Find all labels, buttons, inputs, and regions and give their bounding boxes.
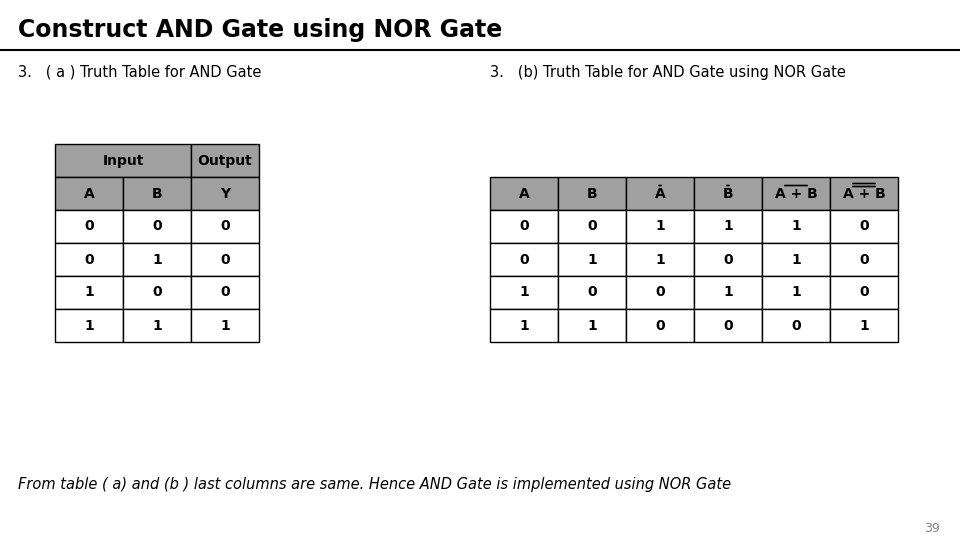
Bar	[830, 243, 898, 276]
Text: 0: 0	[84, 253, 94, 267]
Text: Y: Y	[220, 186, 230, 200]
Text: 1: 1	[655, 253, 665, 267]
Bar	[558, 210, 626, 243]
Text: 1: 1	[519, 286, 529, 300]
Text: 0: 0	[859, 253, 869, 267]
Bar	[55, 243, 123, 276]
Bar	[123, 210, 191, 243]
Bar	[626, 276, 694, 309]
Bar	[558, 177, 626, 210]
Text: 0: 0	[153, 286, 162, 300]
Text: 0: 0	[153, 219, 162, 233]
Bar	[191, 210, 259, 243]
Text: 1: 1	[791, 253, 801, 267]
Text: 1: 1	[723, 286, 732, 300]
Bar	[694, 177, 762, 210]
Bar	[490, 243, 558, 276]
Text: B: B	[587, 186, 597, 200]
Bar	[490, 210, 558, 243]
Bar	[830, 309, 898, 342]
Bar	[490, 177, 558, 210]
Bar	[490, 309, 558, 342]
Text: 1: 1	[655, 219, 665, 233]
Text: 0: 0	[519, 253, 529, 267]
Bar	[762, 177, 830, 210]
Text: 1: 1	[519, 319, 529, 333]
Bar	[830, 276, 898, 309]
Text: A + B: A + B	[843, 186, 885, 200]
Text: 1: 1	[152, 253, 162, 267]
Text: 0: 0	[220, 219, 229, 233]
Text: 0: 0	[859, 219, 869, 233]
Bar	[626, 243, 694, 276]
Text: A + B: A + B	[775, 186, 817, 200]
Bar	[55, 144, 191, 177]
Text: B: B	[723, 186, 733, 200]
Text: 1: 1	[220, 319, 229, 333]
Text: 0: 0	[220, 286, 229, 300]
Bar	[123, 276, 191, 309]
Bar	[830, 177, 898, 210]
Bar	[694, 243, 762, 276]
Bar	[55, 309, 123, 342]
Text: 1: 1	[791, 286, 801, 300]
Text: A: A	[655, 186, 665, 200]
Bar	[191, 276, 259, 309]
Text: 1: 1	[588, 253, 597, 267]
Bar	[191, 177, 259, 210]
Text: 0: 0	[723, 319, 732, 333]
Bar	[762, 276, 830, 309]
Text: 0: 0	[723, 253, 732, 267]
Bar	[558, 276, 626, 309]
Text: 0: 0	[655, 286, 665, 300]
Text: 0: 0	[84, 219, 94, 233]
Bar	[558, 243, 626, 276]
Text: 3.   ( a ) Truth Table for AND Gate: 3. ( a ) Truth Table for AND Gate	[18, 64, 261, 79]
Bar	[490, 276, 558, 309]
Bar	[830, 210, 898, 243]
Text: 0: 0	[220, 253, 229, 267]
Bar	[123, 177, 191, 210]
Text: 0: 0	[655, 319, 665, 333]
Text: 1: 1	[791, 219, 801, 233]
Bar	[626, 210, 694, 243]
Bar	[55, 177, 123, 210]
Text: A: A	[518, 186, 529, 200]
Bar	[191, 309, 259, 342]
Text: 39: 39	[924, 522, 940, 535]
Bar	[558, 309, 626, 342]
Text: A: A	[84, 186, 94, 200]
Text: 1: 1	[588, 319, 597, 333]
Text: Output: Output	[198, 153, 252, 167]
Text: B: B	[152, 186, 162, 200]
Bar	[694, 309, 762, 342]
Text: 1: 1	[723, 219, 732, 233]
Text: 1: 1	[84, 319, 94, 333]
Text: 1: 1	[152, 319, 162, 333]
Bar	[55, 210, 123, 243]
Text: 0: 0	[519, 219, 529, 233]
Text: Input: Input	[103, 153, 144, 167]
Bar	[191, 243, 259, 276]
Text: Construct AND Gate using NOR Gate: Construct AND Gate using NOR Gate	[18, 18, 502, 42]
Bar	[626, 177, 694, 210]
Bar	[626, 309, 694, 342]
Text: 1: 1	[859, 319, 869, 333]
Bar	[55, 276, 123, 309]
Bar	[762, 243, 830, 276]
Text: 3.   (b) Truth Table for AND Gate using NOR Gate: 3. (b) Truth Table for AND Gate using NO…	[490, 64, 846, 79]
Text: 0: 0	[588, 286, 597, 300]
Text: 0: 0	[791, 319, 801, 333]
Bar	[762, 309, 830, 342]
Text: 0: 0	[859, 286, 869, 300]
Text: 1: 1	[84, 286, 94, 300]
Text: From table ( a) and (b ) last columns are same. Hence AND Gate is implemented us: From table ( a) and (b ) last columns ar…	[18, 477, 732, 492]
Bar	[191, 144, 259, 177]
Bar	[694, 276, 762, 309]
Bar	[123, 309, 191, 342]
Bar	[694, 210, 762, 243]
Bar	[123, 243, 191, 276]
Text: 0: 0	[588, 219, 597, 233]
Bar	[762, 210, 830, 243]
